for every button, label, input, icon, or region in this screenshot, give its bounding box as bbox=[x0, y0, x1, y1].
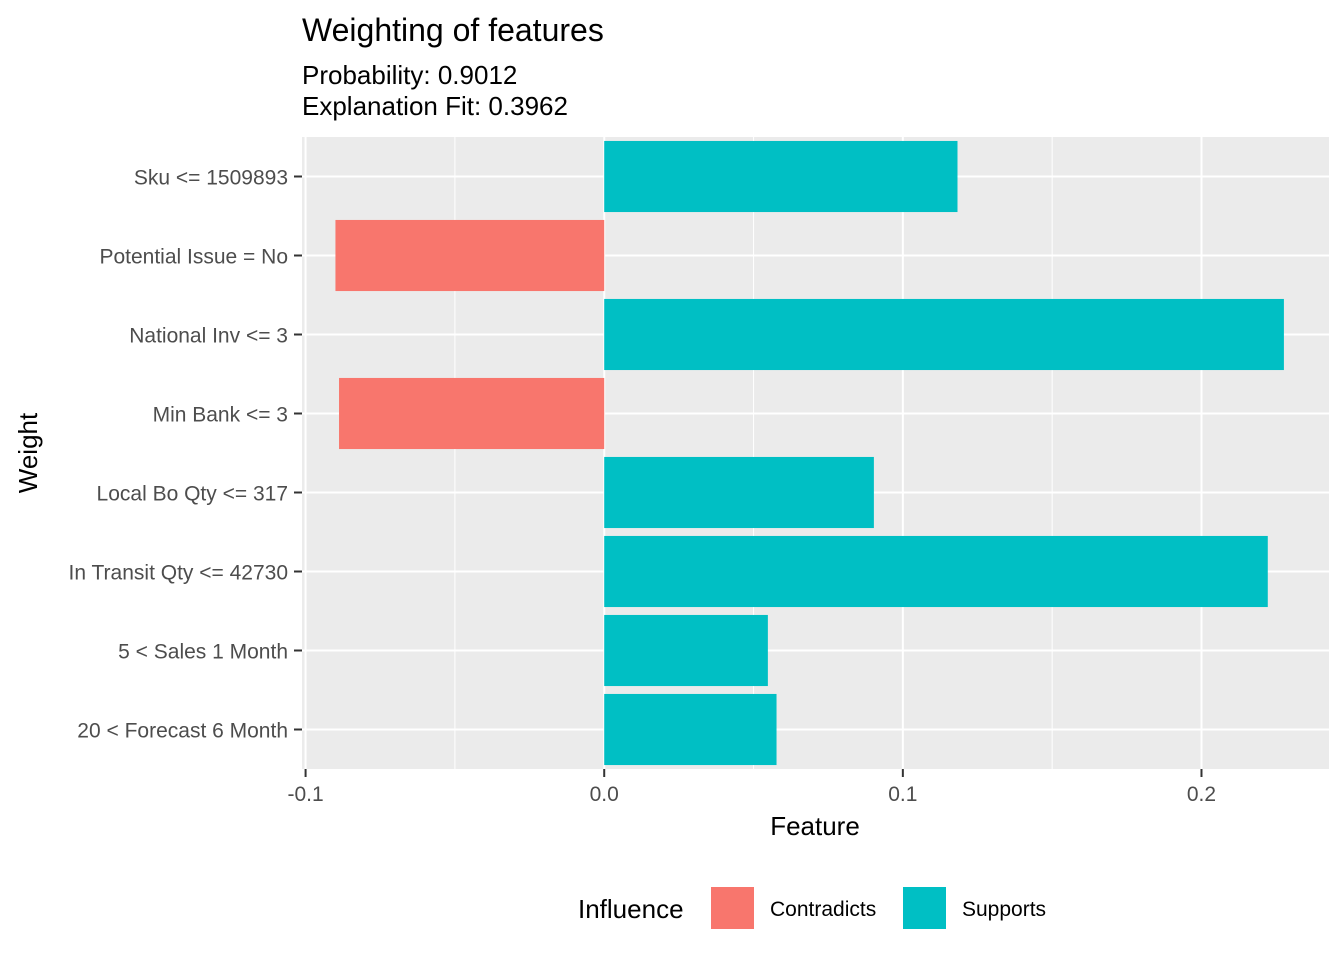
y-axis: Sku <= 1509893 Potential Issue = No Nation… bbox=[69, 167, 302, 743]
legend-label: Contradicts bbox=[770, 898, 876, 921]
legend-label: Supports bbox=[962, 898, 1046, 921]
y-tick-label: 20 < Forecast 6 Month bbox=[77, 720, 288, 743]
bar bbox=[604, 298, 1284, 371]
bar bbox=[604, 456, 874, 529]
y-tick-label: Min Bank <= 3 bbox=[153, 404, 288, 427]
x-axis: -0.1 0.0 0.1 0.2 bbox=[287, 769, 1216, 806]
bar bbox=[604, 693, 777, 766]
bar bbox=[604, 140, 958, 213]
y-tick-label: Potential Issue = No bbox=[99, 246, 288, 269]
y-axis-title: Weight bbox=[13, 412, 43, 493]
x-tick-label: 0.0 bbox=[590, 783, 619, 806]
x-tick-label: 0.1 bbox=[888, 783, 917, 806]
x-axis-title: Feature bbox=[770, 811, 860, 841]
chart-subtitle-probability: Probability: 0.9012 bbox=[302, 60, 517, 90]
legend-title: Influence bbox=[578, 894, 684, 924]
bars bbox=[335, 140, 1284, 766]
bar bbox=[335, 219, 605, 292]
legend: Influence Contradicts Supports bbox=[578, 887, 1046, 929]
y-tick-label: National Inv <= 3 bbox=[129, 325, 288, 348]
bar bbox=[604, 535, 1268, 608]
y-tick-label: Sku <= 1509893 bbox=[134, 167, 288, 190]
y-tick-label: In Transit Qty <= 42730 bbox=[69, 562, 288, 585]
bar bbox=[339, 377, 605, 450]
chart-subtitle-explanation-fit: Explanation Fit: 0.3962 bbox=[302, 91, 568, 121]
x-tick-label: 0.2 bbox=[1187, 783, 1216, 806]
y-tick-label: 5 < Sales 1 Month bbox=[118, 641, 288, 664]
legend-key bbox=[711, 887, 754, 929]
legend-items: Contradicts Supports bbox=[711, 887, 1046, 929]
legend-key bbox=[903, 887, 946, 929]
bar bbox=[604, 614, 768, 687]
x-tick-label: -0.1 bbox=[287, 783, 323, 806]
y-tick-label: Local Bo Qty <= 317 bbox=[97, 483, 288, 506]
chart-title: Weighting of features bbox=[302, 12, 604, 48]
